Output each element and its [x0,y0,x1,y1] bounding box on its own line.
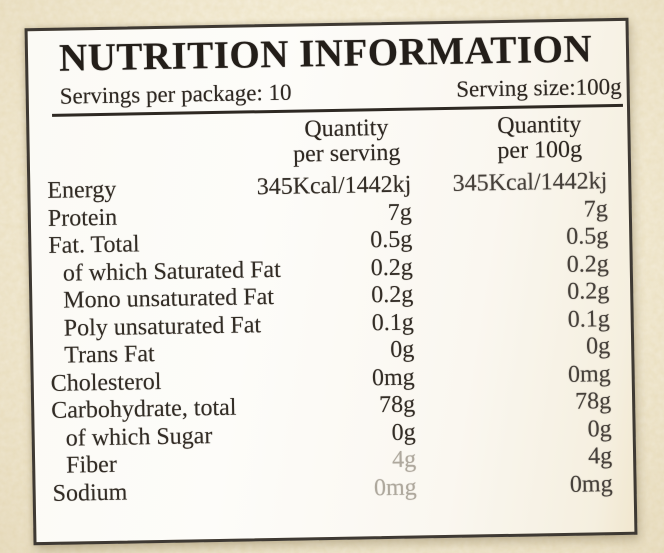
servings-per-package: Servings per package: 10 [59,79,292,109]
quantity-per-100g-value: 7g [583,195,608,223]
quantity-per-serving-value: 0mg [371,364,415,391]
nutrient-name: Sodium [52,479,128,507]
quantity-per-100g-value: 0mg [569,470,613,498]
quantity-per-serving-value: 0.5g [370,226,413,254]
nutrition-rows: Energy 345Kcal/1442kj 345Kcal/1442kj Pro… [30,168,634,508]
quantity-per-100g-value: 0.2g [566,278,610,305]
quantity-per-serving-value: 0g [391,419,416,446]
nutrient-name: Trans Fat [64,341,155,369]
per-100g-column-header: Quantity per 100g [437,110,628,165]
serving-size: Serving size:100g [455,73,622,102]
nutrient-name: Cholesterol [50,368,162,397]
per-serving-header-line1: Quantity [304,114,389,143]
quantity-per-serving-value: 0g [389,336,415,363]
quantity-per-serving-value: 4g [391,446,417,473]
quantity-per-serving-value: 7g [387,199,413,226]
per-100g-header-line1: Quantity [497,111,582,140]
nutrient-name: of which Saturated Fat [62,256,281,287]
quantity-per-serving-value: 0.1g [371,309,414,336]
quantity-per-100g-value: 0.2g [566,250,609,278]
quantity-per-serving-value: 78g [378,391,416,419]
quantity-per-100g-value: 0.5g [566,223,609,250]
per-100g-header-line2: per 100g [497,136,583,165]
quantity-per-100g-value: 0g [587,415,612,443]
per-serving-column-header: Quantity per serving [241,113,438,168]
per-serving-header-line2: per serving [292,139,401,168]
quantity-per-100g-value: 0.1g [567,305,610,333]
quantity-per-serving-value: 0mg [373,474,417,501]
nutrient-name: Fat. Total [48,231,140,259]
column-header-row: Quantity per serving Quantity per 100g [29,110,628,172]
quantity-per-100g-value: 0g [585,333,611,360]
quantity-per-100g-value: 78g [574,388,612,415]
nutrition-label-inner: NUTRITION INFORMATION Servings per packa… [28,27,635,548]
quantity-per-serving-value: 0.2g [371,281,414,309]
nutrient-name: Carbohydrate, total [50,394,237,424]
nutrition-label: NUTRITION INFORMATION Servings per packa… [24,17,638,548]
nutrient-column-spacer [29,117,242,173]
quantity-per-100g-value: 0mg [567,360,611,388]
nutrition-table: Quantity per serving Quantity per 100g E… [29,110,634,508]
nutrient-name: Poly unsaturated Fat [63,311,262,342]
nutrient-name: Mono unsaturated Fat [63,284,275,314]
quantity-per-serving-value: 345Kcal/1442kj [256,171,412,201]
nutrient-name: Fiber [65,451,118,479]
nutrient-name: Protein [47,204,118,232]
nutrient-name: of which Sugar [65,422,213,452]
quantity-per-100g-value: 4g [587,443,613,470]
quantity-per-100g-value: 345Kcal/1442kj [452,168,608,197]
quantity-per-serving-value: 0.2g [370,254,413,281]
nutrient-name: Energy [47,176,117,204]
